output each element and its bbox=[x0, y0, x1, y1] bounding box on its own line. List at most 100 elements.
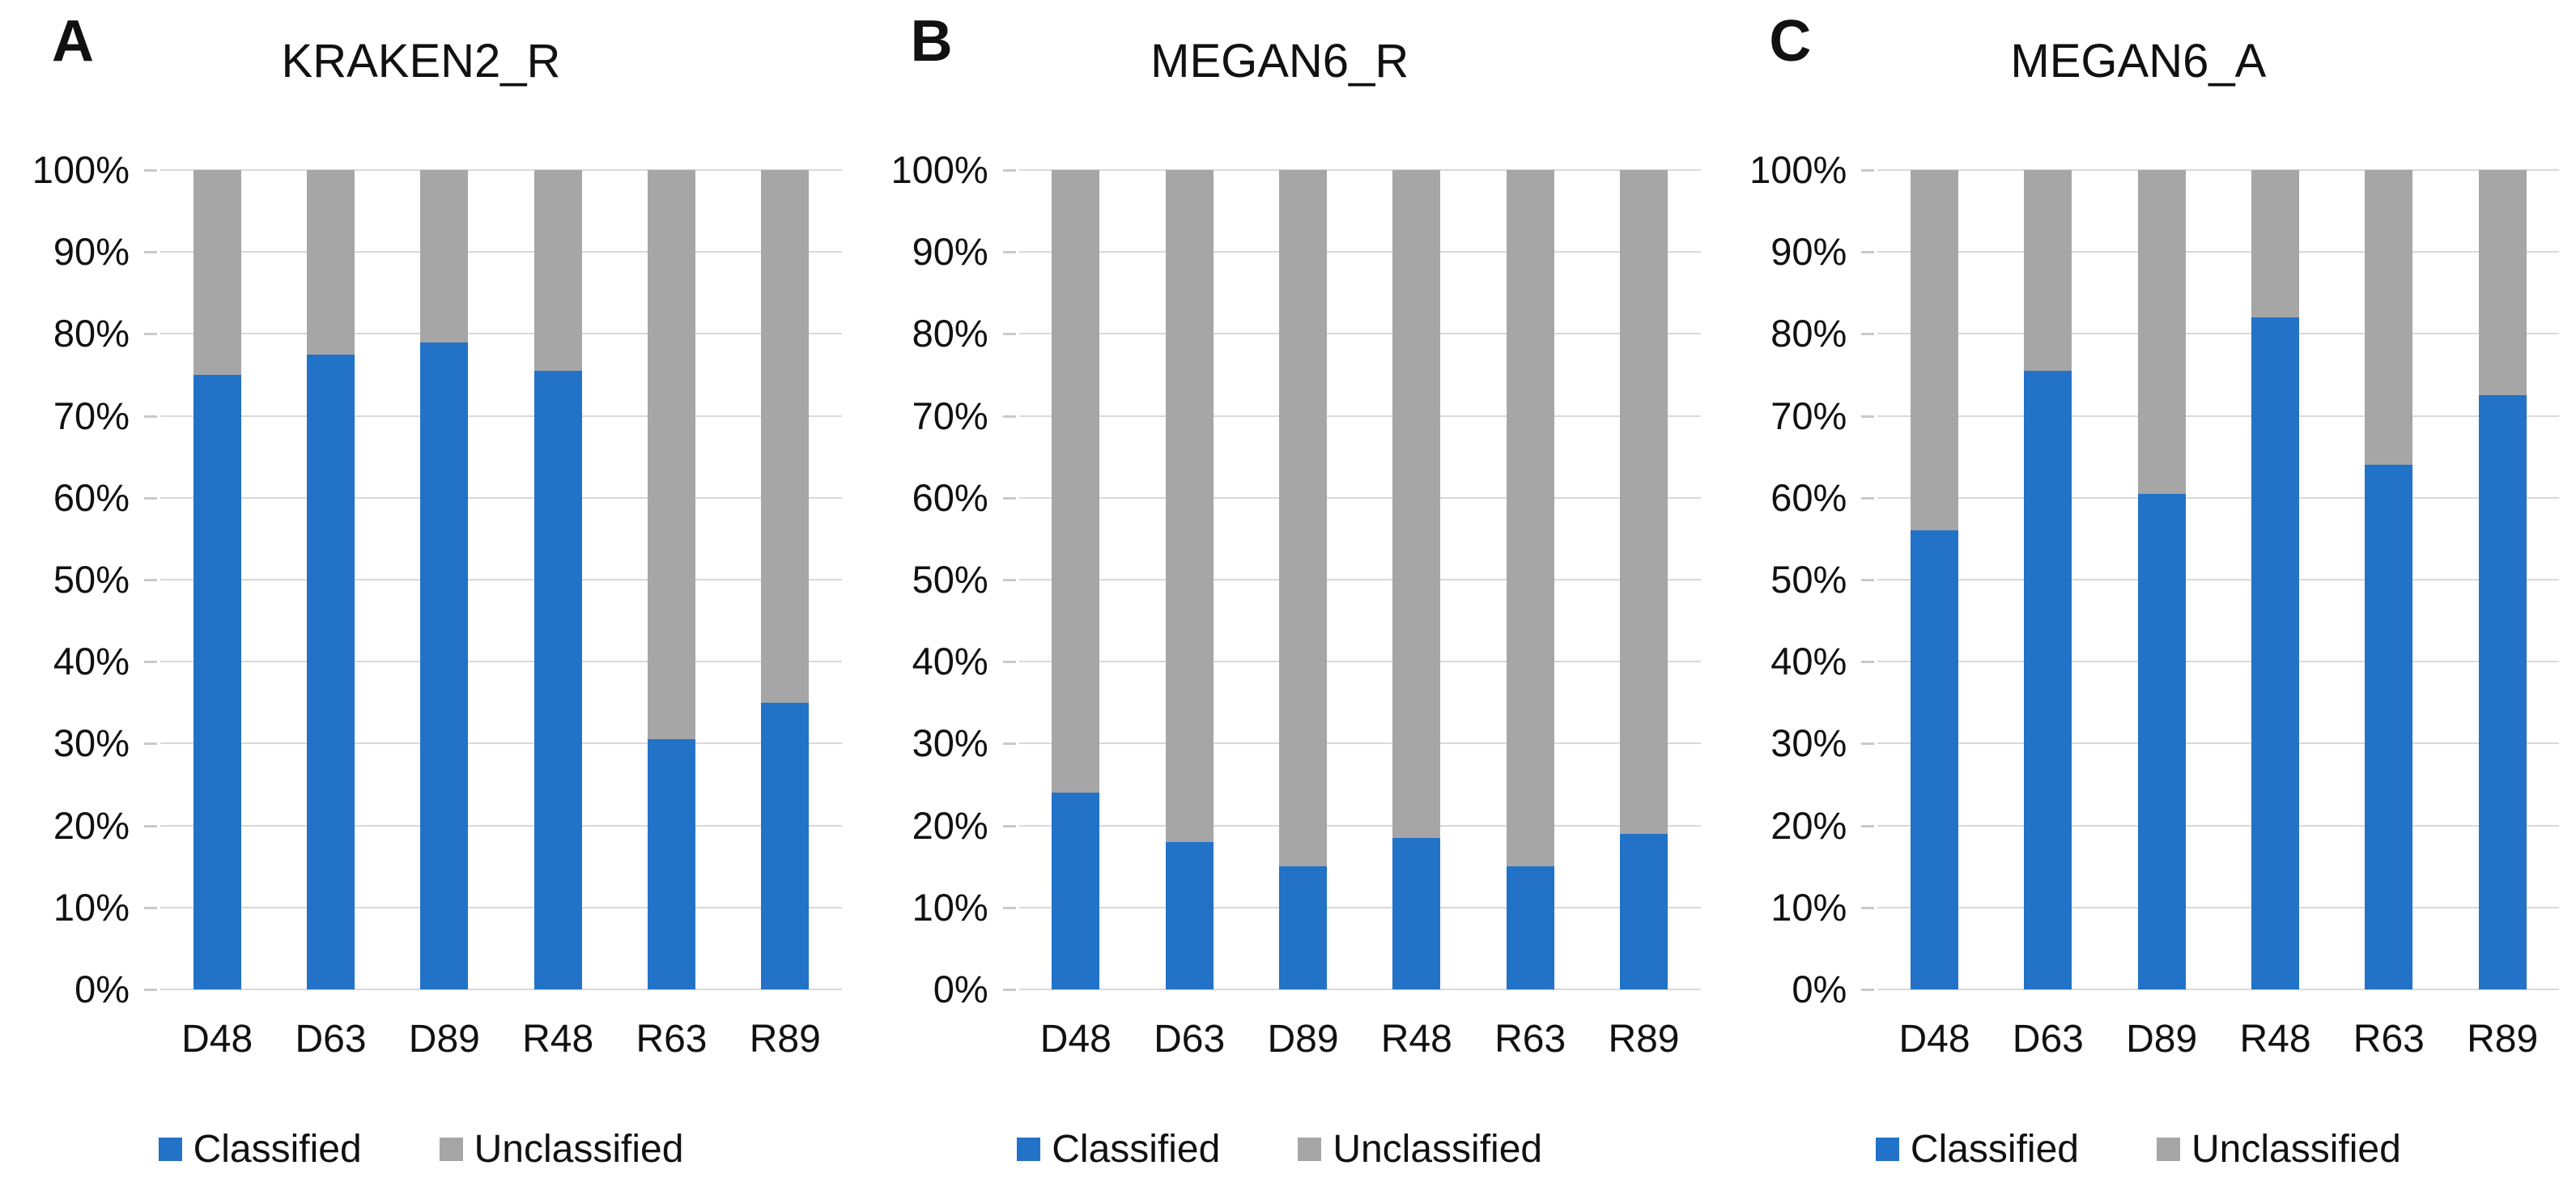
bar-slot bbox=[1360, 170, 1473, 989]
y-axis-tick-label: 0% bbox=[74, 968, 130, 1010]
bar-slot bbox=[1246, 170, 1359, 989]
chart-title: KRAKEN2_R bbox=[281, 35, 561, 87]
classified-segment bbox=[420, 342, 469, 989]
classified-segment bbox=[1620, 833, 1668, 989]
axis-tickmark bbox=[1002, 579, 1016, 581]
gridline bbox=[1877, 496, 2560, 499]
unclassified-segment bbox=[648, 170, 695, 740]
classified-segment bbox=[2137, 493, 2186, 989]
unclassified-segment bbox=[1392, 170, 1441, 838]
gridline bbox=[1018, 661, 1701, 663]
bar-slot bbox=[729, 170, 842, 989]
classified-segment bbox=[2024, 370, 2072, 989]
unclassified-segment bbox=[1279, 170, 1327, 867]
x-axis-labels: D48 D63 D89 R48 R63 R89 bbox=[160, 1017, 842, 1061]
axis-tickmark bbox=[1002, 906, 1016, 909]
legend-unclassified-swatch bbox=[439, 1138, 463, 1161]
y-axis-tick-label: 40% bbox=[1770, 640, 1847, 683]
x-axis-category-label: R89 bbox=[749, 1018, 821, 1061]
gridline bbox=[1877, 989, 2560, 990]
stacked-bar-r48 bbox=[2251, 170, 2299, 989]
gridline bbox=[160, 742, 842, 745]
gridline bbox=[1018, 824, 1701, 827]
legend: Classified Unclassified bbox=[859, 1127, 1701, 1172]
x-axis-category-label: R48 bbox=[1380, 1018, 1452, 1061]
bars-group bbox=[160, 170, 842, 989]
unclassified-segment bbox=[533, 170, 582, 371]
chart-panel-a: A KRAKEN2_R 100% 90% 80% 70% 60% 50% 40% 30% 20% 10… bbox=[0, 0, 859, 1191]
y-axis-tick-label: 0% bbox=[933, 968, 988, 1010]
bar-slot bbox=[1587, 170, 1700, 989]
axis-tickmark bbox=[1861, 169, 1875, 172]
stacked-bar-d48 bbox=[193, 170, 241, 989]
gridline bbox=[160, 251, 842, 253]
bar-slot bbox=[2446, 170, 2559, 989]
x-axis-category-label: R89 bbox=[2467, 1018, 2539, 1061]
classified-segment bbox=[1052, 793, 1100, 989]
gridline bbox=[1018, 989, 1701, 990]
axis-tickmark bbox=[144, 496, 157, 500]
gridline bbox=[1018, 496, 1701, 499]
axis-tickmark bbox=[1861, 333, 1875, 336]
unclassified-segment bbox=[2365, 170, 2413, 466]
classified-segment bbox=[1165, 841, 1214, 989]
bar-slot bbox=[1877, 170, 1991, 989]
axis-tickmark bbox=[1861, 496, 1875, 500]
x-axis-category-label: D48 bbox=[1039, 1018, 1112, 1061]
gridline bbox=[1018, 415, 1701, 417]
y-axis-tick-label: 80% bbox=[1770, 312, 1847, 355]
legend-item-unclassified: Unclassified bbox=[439, 1127, 684, 1172]
chart-title: MEGAN6_A bbox=[2010, 35, 2267, 87]
axis-tickmark bbox=[1861, 906, 1875, 909]
stacked-bar-d63 bbox=[2024, 170, 2072, 989]
stacked-bar-d89 bbox=[1279, 170, 1327, 989]
legend: Classified Unclassified bbox=[1717, 1127, 2559, 1172]
gridline bbox=[160, 496, 842, 499]
legend-classified-swatch bbox=[158, 1138, 182, 1161]
axis-tickmark bbox=[1002, 824, 1016, 827]
legend: Classified Unclassified bbox=[0, 1127, 842, 1172]
gridline bbox=[1877, 251, 2560, 253]
y-axis-tick-label: 60% bbox=[912, 475, 988, 519]
x-axis-category-label: D48 bbox=[181, 1018, 253, 1061]
legend-unclassified-label: Unclassified bbox=[474, 1128, 684, 1171]
unclassified-segment bbox=[420, 170, 469, 342]
legend-classified-label: Classified bbox=[1052, 1128, 1221, 1171]
legend-classified-swatch bbox=[1875, 1138, 1899, 1161]
y-axis-tick-label: 100% bbox=[32, 148, 130, 191]
axis-tickmark bbox=[1861, 579, 1875, 581]
legend-unclassified-swatch bbox=[1298, 1138, 1322, 1161]
x-axis-category-label: D63 bbox=[2012, 1018, 2084, 1061]
axis-tickmark bbox=[1002, 333, 1016, 336]
y-axis-tick-label: 80% bbox=[912, 312, 988, 355]
y-axis-tick-label: 20% bbox=[1770, 803, 1847, 847]
gridline bbox=[160, 989, 842, 990]
x-axis-category-label: D89 bbox=[408, 1018, 480, 1061]
axis-tickmark bbox=[1861, 824, 1875, 827]
axis-tickmark bbox=[144, 579, 157, 581]
stacked-bar-r89 bbox=[2478, 170, 2527, 989]
y-axis-tick-label: 60% bbox=[1770, 475, 1847, 519]
unclassified-segment bbox=[1052, 170, 1100, 793]
stacked-bar-r89 bbox=[761, 170, 810, 989]
y-axis-tick-label: 70% bbox=[1770, 393, 1847, 437]
bar-slot bbox=[1992, 170, 2105, 989]
y-axis-tick-label: 90% bbox=[912, 230, 988, 274]
classified-segment bbox=[193, 375, 241, 989]
y-axis-tick-label: 40% bbox=[53, 640, 130, 683]
classified-segment bbox=[1911, 530, 1958, 989]
gridline bbox=[1877, 742, 2560, 745]
axis-tickmark bbox=[1861, 742, 1875, 746]
bar-slot bbox=[501, 170, 614, 989]
gridline bbox=[1877, 579, 2560, 581]
x-axis-category-label: D48 bbox=[1898, 1018, 1970, 1061]
legend-item-classified: Classified bbox=[158, 1127, 362, 1172]
bar-slot bbox=[274, 170, 387, 989]
axis-tickmark bbox=[144, 333, 157, 336]
stacked-bar-d48 bbox=[1911, 170, 1958, 989]
classified-segment bbox=[648, 739, 695, 989]
y-axis-tick-label: 50% bbox=[1770, 558, 1847, 601]
x-axis-category-label: D63 bbox=[295, 1018, 367, 1061]
stacked-bar-r89 bbox=[1620, 170, 1668, 989]
